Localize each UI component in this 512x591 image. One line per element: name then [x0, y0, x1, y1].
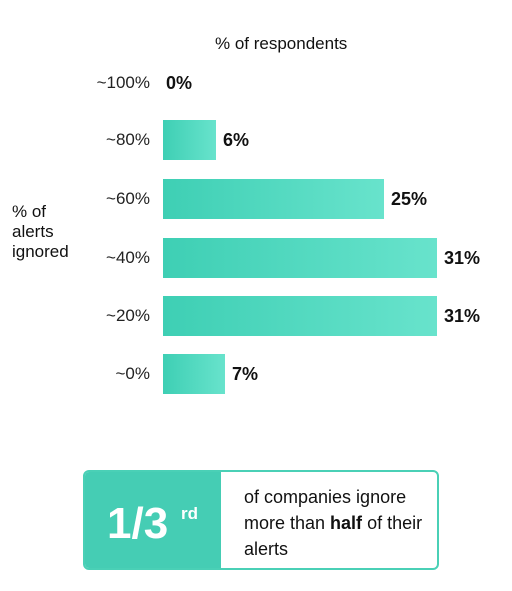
y-axis-title-line: % of — [12, 202, 47, 221]
value-label: 25% — [391, 189, 428, 209]
value-label: 6% — [223, 130, 250, 150]
bar-row: ~0% 7% — [0, 354, 512, 394]
bar-row: ~40% 31% — [0, 238, 512, 278]
value-label: 0% — [166, 73, 193, 93]
y-axis-title-line: alerts — [12, 222, 54, 241]
bar — [163, 354, 225, 394]
value-label: 31% — [444, 248, 481, 268]
bar-row: ~100% 0% — [0, 63, 512, 103]
callout-superscript: rd — [181, 504, 198, 523]
bar — [163, 120, 216, 160]
callout-highlight: 1/3 rd — [85, 472, 221, 568]
category-label: ~60% — [106, 189, 150, 208]
chart-title: % of respondents — [215, 34, 348, 53]
y-axis-title: % of alerts ignored — [12, 202, 92, 262]
value-label: 31% — [444, 306, 481, 326]
summary-callout: 1/3 rd of companies ignore more than hal… — [83, 470, 439, 570]
callout-text-part: of companies ignore more than — [244, 487, 407, 533]
category-label: ~100% — [96, 73, 150, 92]
bar-row: ~80% 6% — [0, 120, 512, 160]
bar-row: ~60% 25% — [0, 179, 512, 219]
y-axis-title-line: ignored — [12, 242, 69, 261]
callout-text: of companies ignore more than half of th… — [244, 484, 434, 562]
bar — [163, 238, 437, 278]
bar — [163, 296, 437, 336]
callout-text-part: of their alerts — [244, 513, 423, 559]
bar-row: ~20% 31% — [0, 296, 512, 336]
value-label: 7% — [232, 364, 259, 384]
bar — [163, 179, 384, 219]
category-label: ~20% — [106, 306, 150, 325]
category-label: ~40% — [106, 248, 150, 267]
callout-text-bold: half — [330, 513, 363, 533]
category-label: ~80% — [106, 130, 150, 149]
category-label: ~0% — [115, 364, 151, 383]
callout-fraction: 1/3 — [107, 499, 169, 548]
